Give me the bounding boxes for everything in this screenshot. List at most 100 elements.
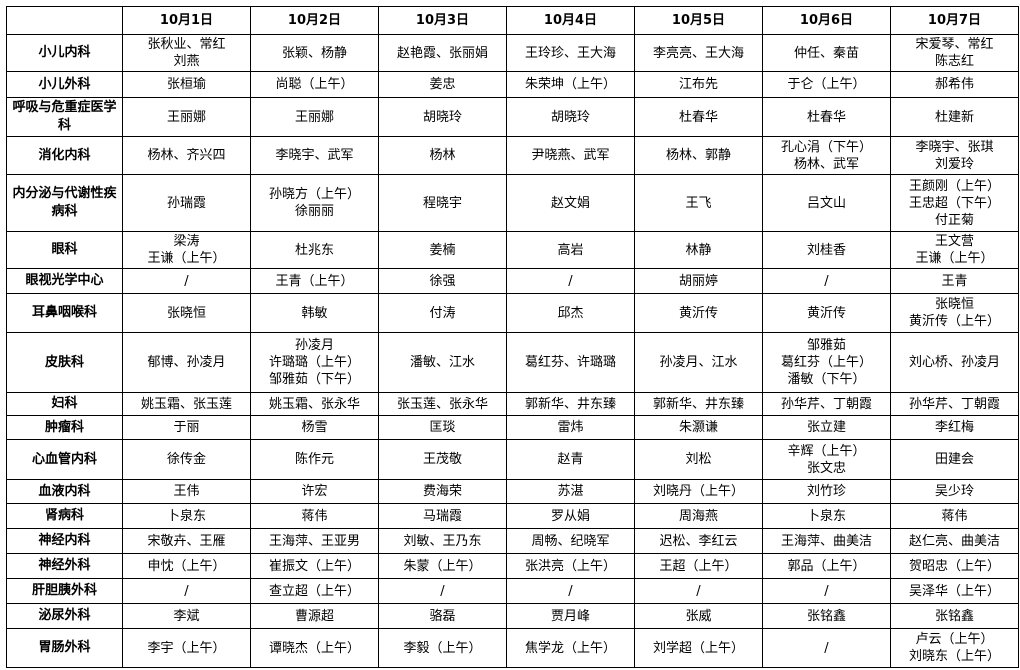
duty-cell: 王文营 王谦（上午） (890, 231, 1019, 269)
doctor-entry: 刘桂香 (806, 242, 846, 258)
doctor-entry: 孙凌月 (294, 338, 334, 353)
duty-cell: 卜泉东 (762, 503, 891, 529)
doctor-entry: 邹雅茹（下午） (268, 372, 360, 387)
duty-cell: 赵仁亮、曲美洁 (890, 528, 1019, 554)
department-name: 妇科 (6, 392, 123, 416)
department-name: 眼视光学中心 (6, 268, 123, 294)
doctor-entry: 刘松 (685, 452, 712, 467)
doctor-entry: 孙华芹、丁朝霞 (780, 396, 872, 412)
doctor-entry: / (440, 583, 445, 599)
duty-cell: 吕文山 (762, 174, 891, 232)
doctor-entry: 葛红芬、许璐璐 (524, 355, 616, 370)
doctor-entry: 吕文山 (806, 195, 846, 211)
duty-cell: 孙凌月 许璐璐（上午） 邹雅茹（下午） (250, 332, 379, 393)
doctor-entry: 刘学超（上午） (652, 640, 744, 656)
doctor-entry: 周海燕 (678, 508, 718, 524)
doctor-entry: 郝希伟 (934, 77, 974, 92)
doctor-entry: 张洪亮（上午） (524, 558, 616, 574)
department-name: 皮肤科 (6, 332, 123, 393)
duty-cell: 王超（上午） (634, 553, 763, 579)
doctor-entry: 邹雅茹 (806, 338, 846, 353)
doctor-entry: 郁博、孙凌月 (147, 355, 226, 370)
duty-cell: 姚玉霜、张永华 (250, 392, 379, 416)
duty-cell: 杨林 (378, 136, 507, 175)
duty-cell: 尹晓燕、武军 (506, 136, 635, 175)
doctor-entry: 赵青 (557, 452, 584, 467)
doctor-entry: / (184, 583, 189, 599)
duty-cell: / (634, 578, 763, 604)
doctor-entry: / (824, 273, 829, 289)
duty-cell: 蒋伟 (250, 503, 379, 529)
duty-cell: / (506, 268, 635, 294)
doctor-entry: 杜春华 (678, 109, 718, 125)
duty-cell: 高岩 (506, 231, 635, 269)
duty-cell: 李晓宇、张琪 刘爱玲 (890, 136, 1019, 175)
duty-cell: 李红梅 (890, 415, 1019, 440)
duty-cell: 王丽娜 (250, 97, 379, 137)
duty-cell: 于丽 (122, 415, 251, 440)
duty-cell: 卜泉东 (122, 503, 251, 529)
doctor-entry: 邱杰 (557, 305, 584, 321)
doctor-entry: 李毅（上午） (403, 640, 482, 656)
department-name: 呼吸与危重症医学科 (6, 97, 123, 137)
doctor-entry: 姜忠 (429, 77, 456, 92)
doctor-entry: 王飞 (685, 195, 712, 211)
doctor-entry: 王丽娜 (294, 109, 334, 125)
duty-cell: 梁涛 王谦（上午） (122, 231, 251, 269)
duty-cell: 曹源超 (250, 603, 379, 629)
duty-cell: 赵艳霞、张丽娟 (378, 34, 507, 72)
duty-cell: 张威 (634, 603, 763, 629)
doctor-entry: 胡晓玲 (422, 109, 462, 125)
table-row: 眼科 梁涛 王谦（上午） 杜兆东 姜楠 高岩 林静 刘桂香 王文营 王谦（上午） (6, 231, 1019, 269)
duty-cell: 邹雅茹 葛红芬（上午） 潘敏（下午） (762, 332, 891, 393)
doctor-entry: 谭晓杰（上午） (268, 640, 360, 656)
department-name: 神经外科 (6, 553, 123, 579)
doctor-entry: 吴少玲 (934, 484, 974, 499)
doctor-entry: 张桓瑜 (166, 77, 206, 92)
duty-cell: 王飞 (634, 174, 763, 232)
department-name: 肾病科 (6, 503, 123, 529)
department-name: 肝胆胰外科 (6, 578, 123, 604)
date-header: 10月6日 (762, 6, 891, 35)
doctor-entry: 郭品（上午） (787, 558, 866, 574)
doctor-entry: / (824, 640, 829, 656)
duty-cell: / (122, 268, 251, 294)
duty-cell: 吴泽华（上午） (890, 578, 1019, 604)
duty-cell: 孙瑞霞 (122, 174, 251, 232)
duty-cell: 刘敏、王乃东 (378, 528, 507, 554)
duty-cell: 王海萍、王亚男 (250, 528, 379, 554)
doctor-entry: 李晓宇、武军 (275, 148, 354, 163)
doctor-entry: 王青 (941, 273, 968, 289)
duty-cell: 孙晓方（上午） 徐丽丽 (250, 174, 379, 232)
doctor-entry: 宋爱琴、常红 (915, 37, 994, 52)
duty-cell: 周海燕 (634, 503, 763, 529)
date-header: 10月4日 (506, 6, 635, 35)
doctor-entry: 杨林 (429, 148, 456, 163)
department-name: 内分泌与代谢性疾病科 (6, 174, 123, 232)
duty-cell: 孙华芹、丁朝霞 (890, 392, 1019, 416)
duty-cell: 吴少玲 (890, 479, 1019, 504)
doctor-entry: 徐丽丽 (294, 204, 334, 219)
duty-cell: 姜楠 (378, 231, 507, 269)
doctor-entry: 付正菊 (934, 212, 974, 228)
duty-cell: 刘竹珍 (762, 479, 891, 504)
doctor-entry: 刘心桥、孙凌月 (908, 355, 1000, 370)
doctor-entry: 崔振文（上午） (268, 558, 360, 574)
duty-cell: 刘晓丹（上午） (634, 479, 763, 504)
duty-cell: 许宏 (250, 479, 379, 504)
duty-cell: 杨林、郭静 (634, 136, 763, 175)
doctor-entry: 付涛 (429, 305, 456, 321)
doctor-entry: 杨林、齐兴四 (147, 148, 226, 163)
doctor-entry: 郭新华、井东臻 (652, 396, 744, 412)
table-row: 肿瘤科 于丽 杨雪 匡琰 雷炜 朱灏谦 张立建 李红梅 (6, 415, 1019, 440)
duty-cell: 赵青 (506, 439, 635, 480)
doctor-entry: 罗从娟 (550, 508, 590, 524)
duty-cell: 王茂敬 (378, 439, 507, 480)
doctor-entry: 朱灏谦 (678, 420, 718, 435)
doctor-entry: 仲任、秦苗 (793, 45, 859, 61)
doctor-entry: 李晓宇、张琪 (915, 139, 994, 155)
doctor-entry: 林静 (685, 242, 712, 258)
duty-cell: 张玉莲、张永华 (378, 392, 507, 416)
duty-cell: 焦学龙（上午） (506, 628, 635, 668)
doctor-entry: 曹源超 (294, 608, 334, 624)
